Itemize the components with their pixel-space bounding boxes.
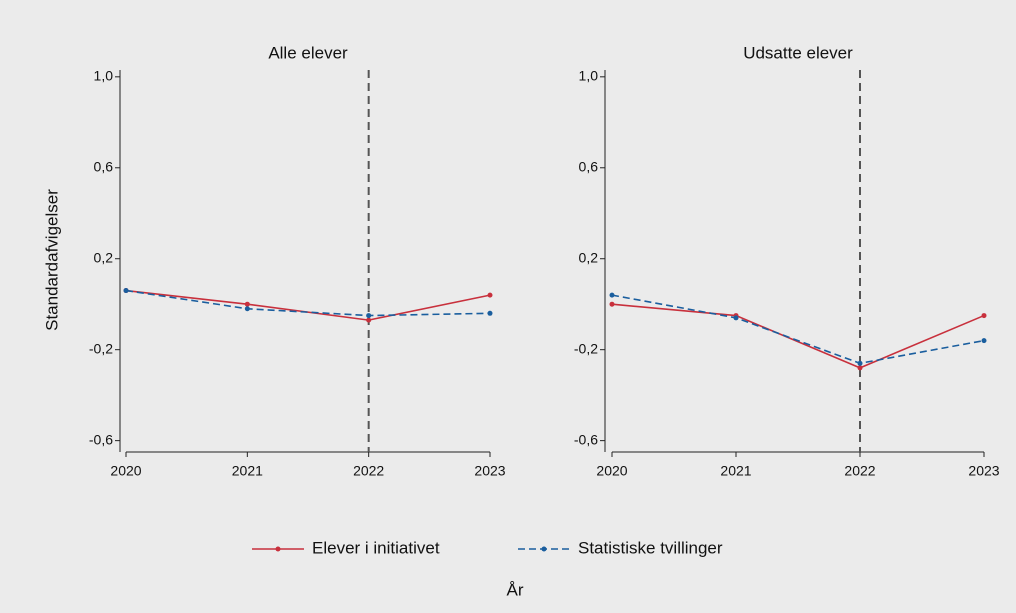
panel-title: Udsatte elever xyxy=(743,43,853,62)
data-point xyxy=(857,365,863,371)
y-tick-label: -0,2 xyxy=(574,340,598,356)
y-tick-label: 0,6 xyxy=(579,158,599,174)
data-point xyxy=(366,313,372,319)
data-point xyxy=(366,317,372,323)
y-tick-label: 1,0 xyxy=(579,68,599,84)
y-tick-label: -0,2 xyxy=(89,340,113,356)
series-line xyxy=(611,303,985,369)
data-point xyxy=(609,301,615,307)
x-tick-label: 2023 xyxy=(968,463,999,479)
y-tick-label: -0,6 xyxy=(574,431,598,447)
x-tick-label: 2023 xyxy=(474,463,505,479)
x-tick-label: 2021 xyxy=(720,463,751,479)
y-tick-label: -0,6 xyxy=(89,431,113,447)
series-line xyxy=(125,289,491,317)
legend-marker xyxy=(541,546,547,552)
data-point xyxy=(609,292,615,298)
data-point xyxy=(981,338,987,344)
data-point xyxy=(733,315,739,321)
x-tick-label: 2022 xyxy=(844,463,875,479)
y-tick-label: 0,2 xyxy=(579,249,599,265)
y-tick-label: 1,0 xyxy=(94,68,114,84)
data-point xyxy=(244,301,250,307)
legend-label: Statistiske tvillinger xyxy=(578,538,723,557)
y-axis-label: Standardafvigelser xyxy=(42,189,61,331)
legend-marker xyxy=(275,546,281,552)
data-point xyxy=(857,360,863,366)
y-tick-label: 0,6 xyxy=(94,158,114,174)
x-tick-label: 2020 xyxy=(596,463,627,479)
x-axis-label: År xyxy=(507,580,524,599)
data-point xyxy=(123,288,129,294)
data-point xyxy=(244,306,250,312)
data-point xyxy=(981,313,987,319)
x-tick-label: 2022 xyxy=(353,463,384,479)
data-point xyxy=(487,310,493,316)
panel-title: Alle elever xyxy=(268,43,348,62)
series-line xyxy=(125,289,491,321)
data-point xyxy=(487,292,493,298)
x-tick-label: 2020 xyxy=(110,463,141,479)
x-tick-label: 2021 xyxy=(232,463,263,479)
series-line xyxy=(611,294,985,365)
legend-label: Elever i initiativet xyxy=(312,538,440,557)
y-tick-label: 0,2 xyxy=(94,249,114,265)
